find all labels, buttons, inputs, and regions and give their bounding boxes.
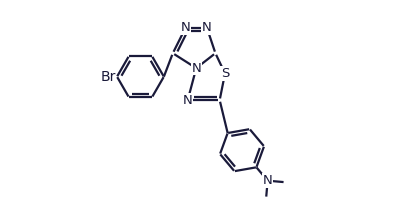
Text: N: N	[183, 94, 192, 107]
Text: N: N	[191, 62, 201, 75]
Text: N: N	[263, 174, 273, 187]
Text: Br: Br	[101, 70, 116, 84]
Text: N: N	[181, 21, 190, 34]
Text: S: S	[221, 67, 229, 80]
Text: N: N	[202, 21, 212, 34]
